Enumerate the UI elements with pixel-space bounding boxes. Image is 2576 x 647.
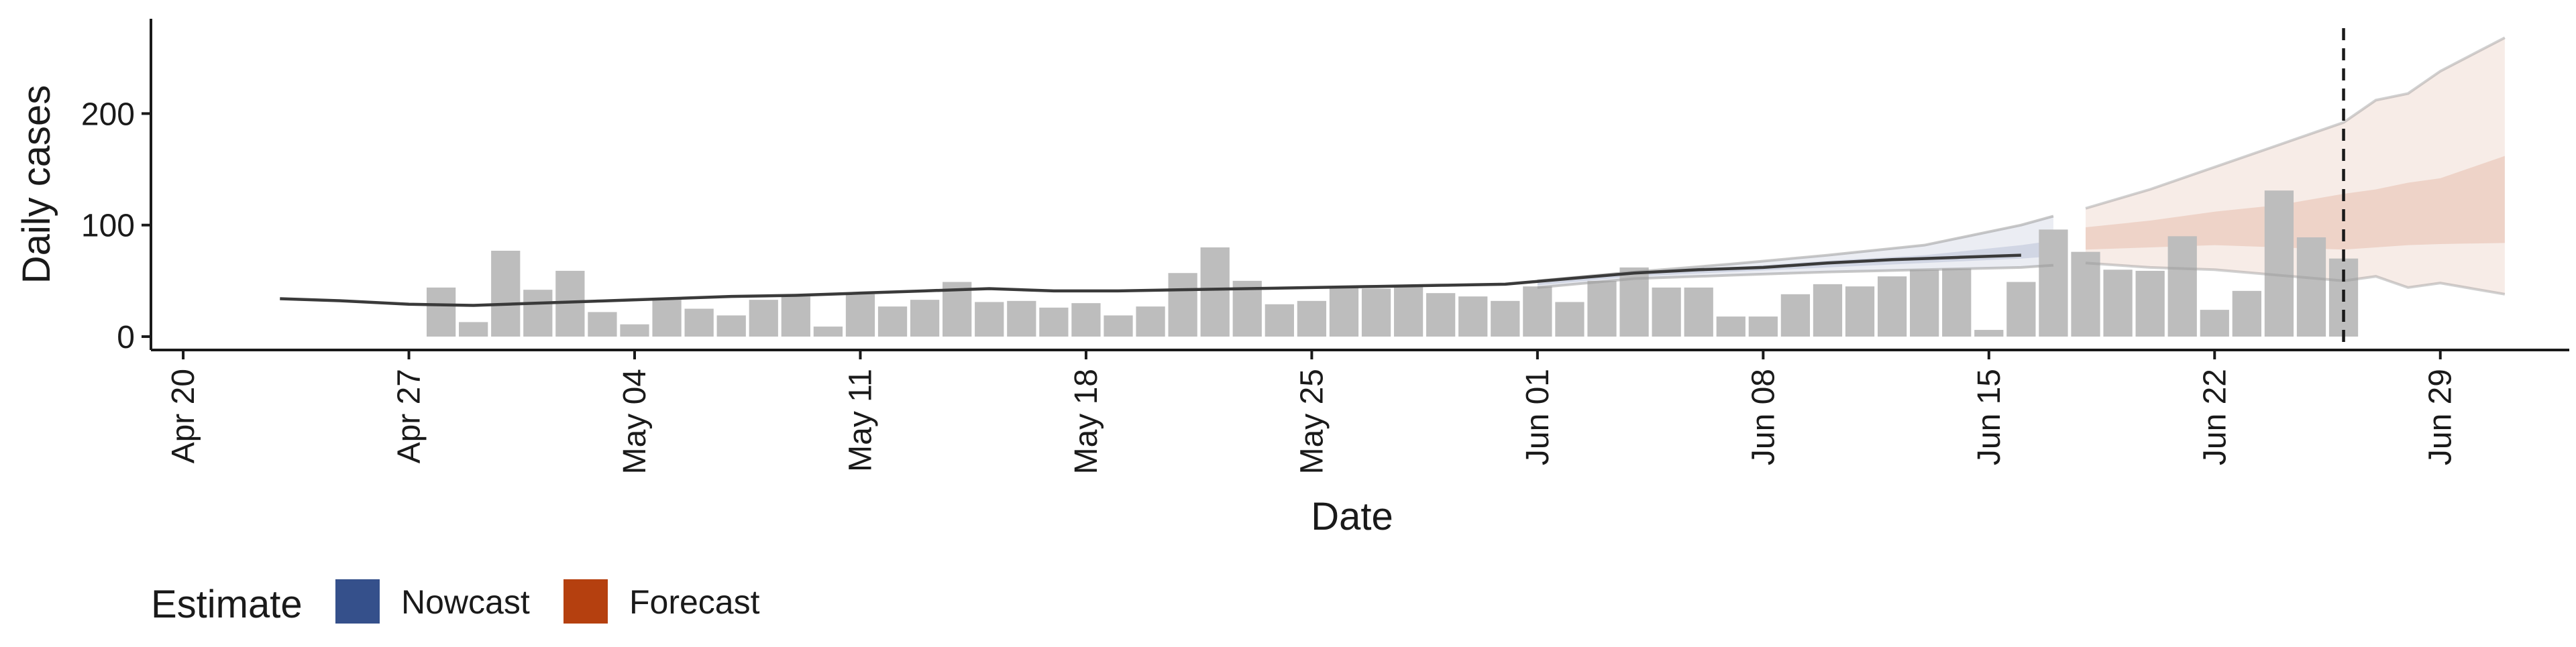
case-bar <box>813 327 843 337</box>
case-bar <box>2103 270 2133 337</box>
case-bar <box>2167 236 2197 337</box>
case-bar <box>1136 306 1165 337</box>
y-tick-label: 0 <box>117 320 135 355</box>
case-bar <box>1748 316 1778 337</box>
nowcast-inner-band <box>1537 240 2053 286</box>
case-bar <box>2039 229 2068 337</box>
case-bar <box>1587 280 1617 337</box>
case-bar <box>426 287 456 337</box>
legend-key-forecast <box>564 579 608 624</box>
estimate-line <box>280 253 2021 307</box>
case-bar <box>2071 251 2100 337</box>
case-bar <box>1780 294 1811 337</box>
case-bar <box>491 250 521 337</box>
case-bar <box>1845 286 1875 337</box>
case-bar <box>1877 276 1907 337</box>
case-bar <box>1361 288 1391 337</box>
case-bar <box>1684 287 1713 337</box>
x-tick-label: Jun 22 <box>2197 369 2233 465</box>
case-bar <box>1007 300 1036 337</box>
x-axis-title: Date <box>1311 495 1393 538</box>
y-tick-label: 200 <box>81 97 135 132</box>
case-bar <box>1716 316 1746 337</box>
x-tick-label: Jun 29 <box>2423 369 2459 465</box>
case-bar <box>1265 304 1294 337</box>
case-bar <box>1393 286 1424 337</box>
case-bar <box>975 302 1004 337</box>
legend: Estimate Nowcast Forecast <box>151 579 760 626</box>
case-bar <box>1168 273 1197 337</box>
forecast-upper-line <box>2085 36 2506 210</box>
case-bar <box>1426 293 1456 337</box>
x-tick-label: May 04 <box>617 369 653 474</box>
x-tick-label: Jun 08 <box>1746 369 1781 465</box>
legend-label: Forecast <box>629 583 760 621</box>
case-bar <box>523 290 553 337</box>
case-bar <box>2296 237 2326 337</box>
case-bar <box>1039 307 1069 337</box>
x-tick-label: Apr 20 <box>166 369 201 463</box>
case-bar <box>652 300 682 337</box>
case-bar <box>1910 270 1939 337</box>
axes <box>150 19 2569 351</box>
case-bar <box>1652 287 1681 337</box>
x-tick-label: May 18 <box>1069 369 1104 474</box>
case-bar <box>588 312 617 337</box>
case-bar <box>2264 190 2294 337</box>
case-bar <box>1555 302 1585 337</box>
estimate-lines <box>280 28 2506 350</box>
x-tick-label: Jun 15 <box>1972 369 2007 465</box>
legend-key-nowcast <box>335 579 380 624</box>
y-tick-label: 100 <box>81 209 135 244</box>
case-bar <box>1329 287 1359 337</box>
case-bar <box>781 296 810 337</box>
case-bars <box>426 190 2359 337</box>
case-bar <box>749 300 778 337</box>
case-bar <box>1491 300 1520 337</box>
x-tick-label: May 25 <box>1294 369 1330 474</box>
case-bar <box>2200 310 2229 337</box>
case-bar <box>2232 290 2261 337</box>
case-bar <box>1942 268 1972 337</box>
case-bar <box>684 308 714 337</box>
case-bar <box>845 294 875 337</box>
forecast-outer-band <box>2086 38 2505 294</box>
case-bar <box>1974 330 2004 337</box>
legend-label: Nowcast <box>401 583 530 621</box>
y-axis-ticks: 0 100 200 <box>81 97 151 355</box>
case-bar <box>1458 296 1488 337</box>
case-bar <box>716 315 746 337</box>
case-bar <box>1104 315 1133 337</box>
forecast-inner-band <box>2086 156 2505 250</box>
x-tick-label: May 11 <box>843 369 878 472</box>
nowcast-lower-line <box>1537 263 2054 289</box>
case-bar <box>620 324 649 337</box>
y-axis-title: Daily cases <box>15 85 58 284</box>
case-bar <box>2006 282 2036 337</box>
x-tick-label: Apr 27 <box>392 369 427 463</box>
case-bar <box>1523 286 1552 337</box>
case-bar <box>1297 300 1327 337</box>
case-bar <box>1813 284 1843 337</box>
case-bar <box>910 300 940 337</box>
case-bar <box>1200 247 1230 337</box>
legend-title: Estimate <box>151 583 303 626</box>
case-bar <box>1071 303 1101 337</box>
case-bar <box>459 322 488 337</box>
case-bar <box>877 306 908 337</box>
case-bar <box>2135 270 2165 337</box>
x-axis-ticks: Apr 20 Apr 27 May 04 May 11 May 18 May 25 Jun … <box>166 350 2459 474</box>
x-tick-label: Jun 01 <box>1520 369 1556 465</box>
